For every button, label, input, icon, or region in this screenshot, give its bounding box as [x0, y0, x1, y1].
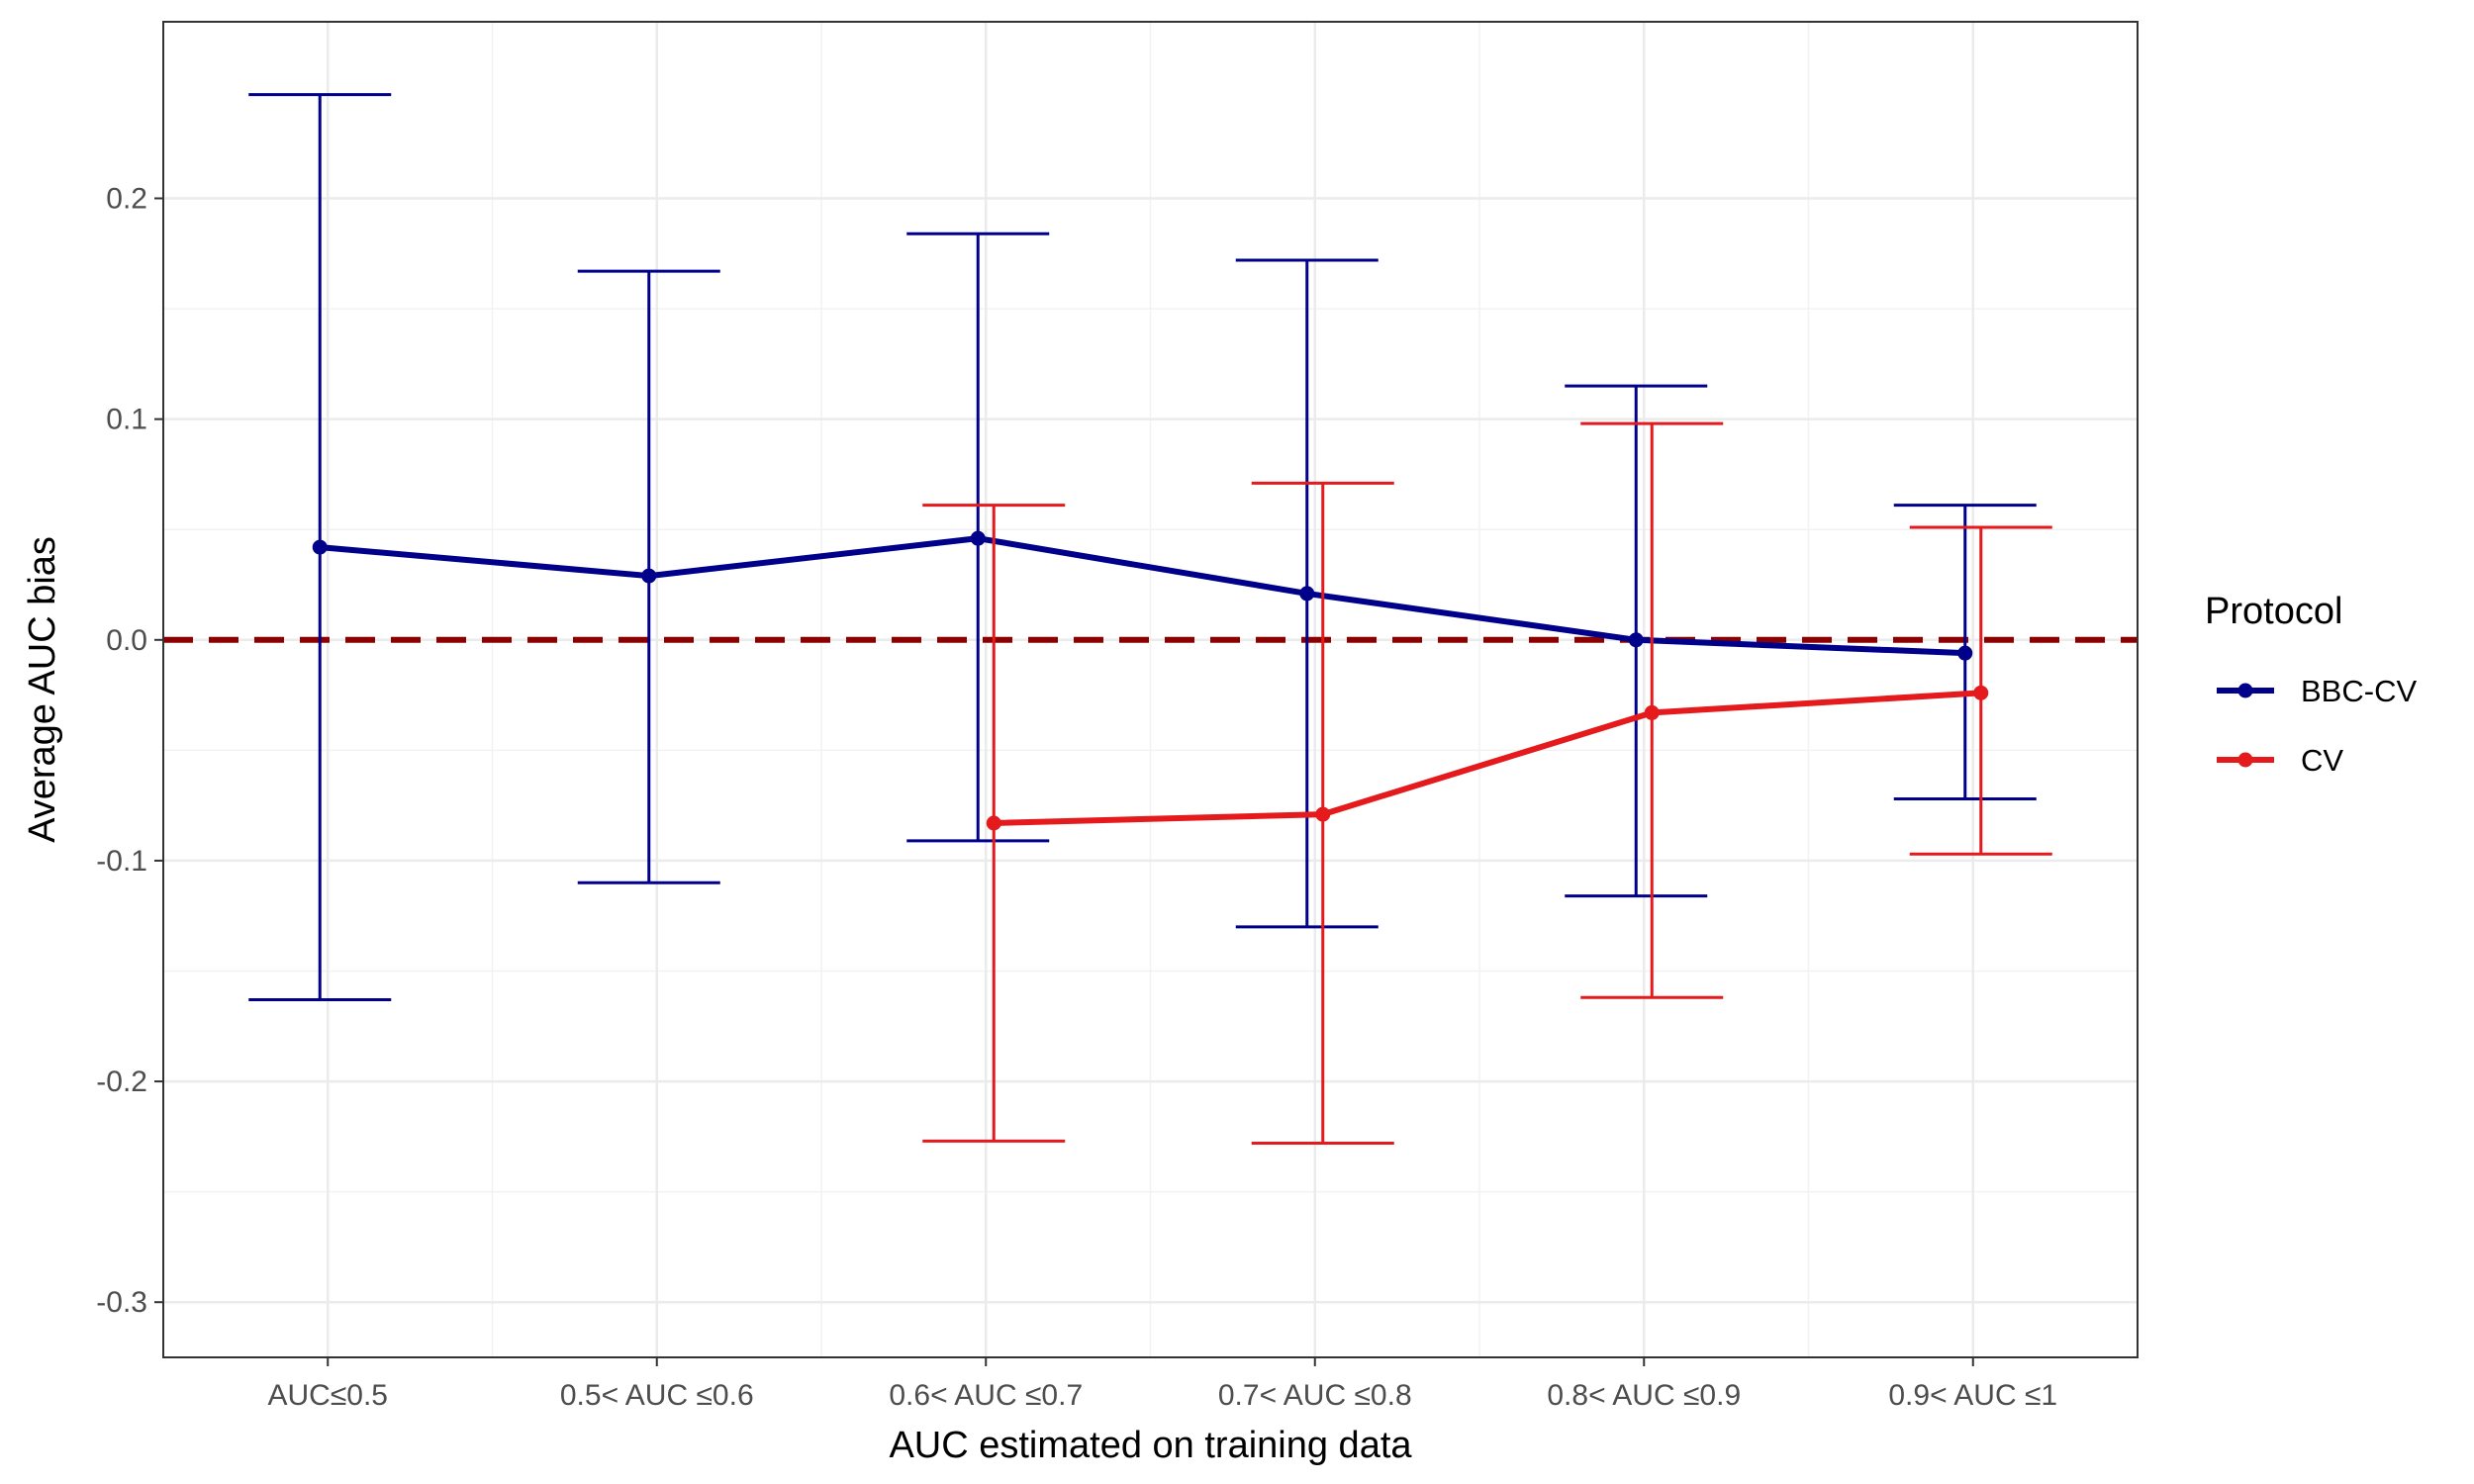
- data-point-bbc-cv: [312, 539, 328, 555]
- axis-layer: -0.3 -0.2 -0.1 0.0 0.1 0.2 AUC≤0.5 0.5< AUC ≤0.…: [96, 183, 2057, 1412]
- series-layer: [248, 93, 2052, 1146]
- x-tick-label: 0.8< AUC ≤0.9: [1547, 1379, 1741, 1412]
- legend-key-point-bbc-cv: [2237, 683, 2253, 698]
- series-line-bbc-cv: [319, 535, 1965, 657]
- data-point-bbc-cv: [1299, 586, 1315, 602]
- series-cv: [922, 421, 2052, 1146]
- panel-border: [162, 21, 2139, 1358]
- data-point-cv: [1973, 685, 1989, 700]
- series-bbc-cv: [248, 93, 2037, 1002]
- data-point-bbc-cv: [1628, 632, 1644, 648]
- x-tick-label: 0.5< AUC ≤0.6: [560, 1379, 754, 1412]
- y-axis-title: Average AUC bias: [22, 536, 63, 843]
- series-line-cv: [994, 690, 1981, 826]
- x-axis-title: AUC estimated on training data: [889, 1425, 1412, 1466]
- x-tick-label: 0.7< AUC ≤0.8: [1218, 1379, 1412, 1412]
- data-point-cv: [986, 815, 1001, 831]
- legend-label-cv: CV: [2301, 743, 2343, 778]
- data-point-bbc-cv: [641, 568, 657, 584]
- y-tick-label: -0.2: [96, 1066, 147, 1098]
- y-tick-label: 0.1: [106, 404, 147, 436]
- data-point-bbc-cv: [1957, 645, 1973, 661]
- y-tick-label: 0.0: [106, 624, 147, 657]
- legend-key-point-cv: [2237, 752, 2253, 768]
- x-tick-label: AUC≤0.5: [267, 1379, 388, 1412]
- x-tick-label: 0.9< AUC ≤1: [1888, 1379, 2057, 1412]
- data-point-cv: [1644, 704, 1660, 720]
- legend: Protocol BBC-CV CV: [2205, 591, 2417, 778]
- y-tick-label: 0.2: [106, 183, 147, 216]
- data-point-cv: [1315, 806, 1331, 822]
- x-tick-label: 0.6< AUC ≤0.7: [889, 1379, 1083, 1412]
- legend-title: Protocol: [2205, 591, 2342, 632]
- y-tick-label: -0.3: [96, 1286, 147, 1319]
- y-tick-label: -0.1: [96, 845, 147, 878]
- legend-label-bbc-cv: BBC-CV: [2301, 674, 2417, 708]
- data-point-bbc-cv: [970, 530, 986, 546]
